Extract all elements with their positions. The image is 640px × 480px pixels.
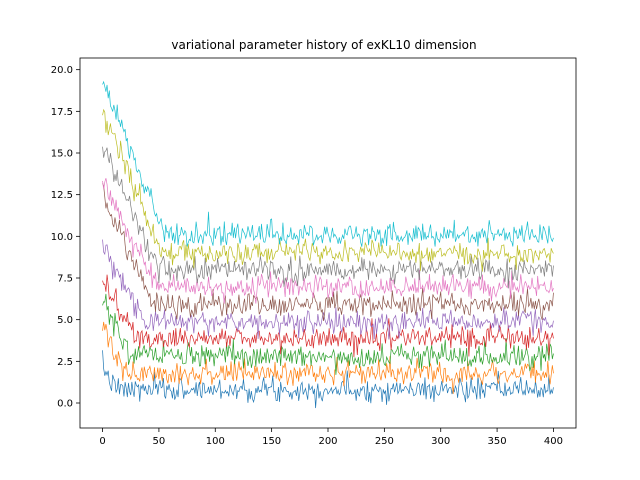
y-tick-label: 10.0 xyxy=(51,232,73,243)
series-line-3 xyxy=(102,293,554,375)
x-tick-label: 250 xyxy=(375,436,394,447)
y-tick-label: 15.0 xyxy=(51,149,73,160)
series-line-6 xyxy=(102,183,554,321)
y-tick-label: 12.5 xyxy=(51,190,73,201)
x-tick-label: 0 xyxy=(99,436,105,447)
series-line-9 xyxy=(102,108,554,272)
y-tick-label: 7.5 xyxy=(57,274,73,285)
y-tick-label: 2.5 xyxy=(57,357,73,368)
series-line-7 xyxy=(102,178,554,304)
chart-title: variational parameter history of exKL10 … xyxy=(171,38,476,52)
series-line-8 xyxy=(102,146,554,289)
y-tick-label: 5.0 xyxy=(57,315,73,326)
series-line-4 xyxy=(102,274,554,358)
y-axis: 0.0 2.5 5.0 7.5 10.0 12.5 15.0 17.5 20.0 xyxy=(51,65,80,410)
x-tick-label: 200 xyxy=(318,436,337,447)
x-tick-label: 400 xyxy=(544,436,563,447)
plot-frame xyxy=(79,57,577,429)
series-line-10 xyxy=(102,80,554,247)
x-tick-label: 150 xyxy=(262,436,281,447)
y-tick-label: 0.0 xyxy=(57,399,73,410)
y-tick-label: 20.0 xyxy=(51,65,73,76)
x-tick-label: 100 xyxy=(206,436,225,447)
y-tick-label: 17.5 xyxy=(51,107,73,118)
x-tick-label: 350 xyxy=(488,436,507,447)
series-line-1 xyxy=(102,350,554,409)
series-lines xyxy=(102,80,554,409)
series-line-2 xyxy=(102,321,554,394)
x-axis: 0 50 100 150 200 250 300 350 400 xyxy=(99,428,563,447)
x-tick-label: 300 xyxy=(431,436,450,447)
series-line-5 xyxy=(102,239,554,340)
x-tick-label: 50 xyxy=(153,436,166,447)
